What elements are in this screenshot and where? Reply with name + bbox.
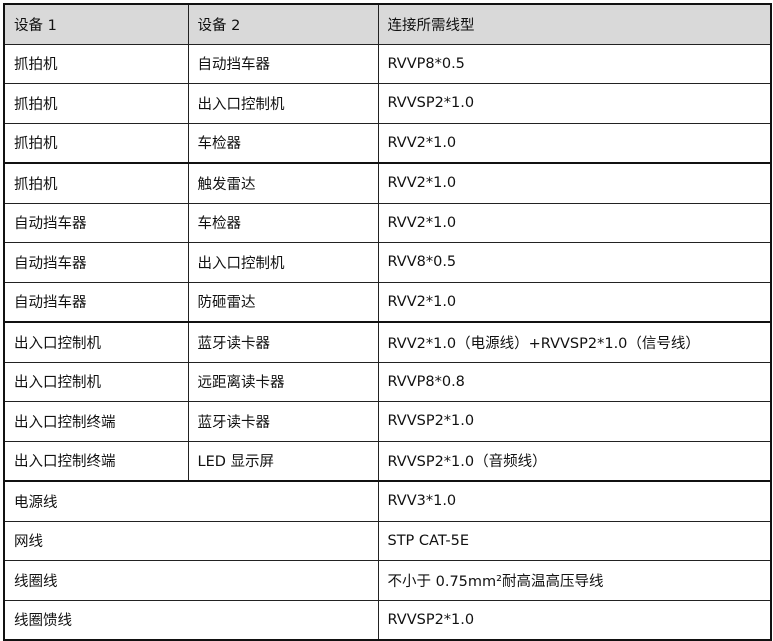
device-2-cell: 出入口控制机: [187, 242, 379, 283]
device-1-cell: 出入口控制机: [3, 361, 189, 402]
table-row: 线圈馈线 RVVSP2*1.0: [3, 599, 772, 641]
table-row: 电源线 RVV3*1.0: [3, 480, 772, 522]
cable-type-cell: RVVSP2*1.0: [377, 599, 772, 641]
device-1-cell: 自动挡车器: [3, 202, 189, 243]
cable-type-cell: RVV2*1.0: [377, 122, 772, 164]
device-2-cell: LED 显示屏: [187, 440, 379, 482]
cable-type-cell: RVVSP2*1.0（音频线）: [377, 440, 772, 482]
header-cable-type: 连接所需线型: [377, 3, 772, 45]
device-2-cell: 触发雷达: [187, 162, 379, 204]
table-row: 抓拍机 自动挡车器 RVVP8*0.5: [3, 43, 772, 84]
cable-name-cell: 网线: [3, 520, 379, 561]
cable-type-cell: RVVP8*0.5: [377, 43, 772, 84]
table-row: 出入口控制机 蓝牙读卡器 RVV2*1.0（电源线）+RVVSP2*1.0（信号线）: [3, 321, 772, 363]
table-row: 抓拍机 触发雷达 RVV2*1.0: [3, 162, 772, 204]
device-1-cell: 抓拍机: [3, 83, 189, 124]
table-row: 抓拍机 车检器 RVV2*1.0: [3, 122, 772, 164]
cable-name-cell: 电源线: [3, 480, 379, 522]
device-1-cell: 抓拍机: [3, 43, 189, 84]
device-2-cell: 车检器: [187, 122, 379, 164]
device-2-cell: 远距离读卡器: [187, 361, 379, 402]
device-2-cell: 防砸雷达: [187, 281, 379, 323]
device-1-cell: 自动挡车器: [3, 281, 189, 323]
header-device-1: 设备 1: [3, 3, 189, 45]
table-row: 网线 STP CAT-5E: [3, 520, 772, 561]
table-row: 出入口控制终端 蓝牙读卡器 RVVSP2*1.0: [3, 401, 772, 442]
table-row: 出入口控制机 远距离读卡器 RVVP8*0.8: [3, 361, 772, 402]
table-row: 抓拍机 出入口控制机 RVVSP2*1.0: [3, 83, 772, 124]
device-1-cell: 抓拍机: [3, 162, 189, 204]
device-2-cell: 车检器: [187, 202, 379, 243]
table-row: 自动挡车器 防砸雷达 RVV2*1.0: [3, 281, 772, 323]
cable-type-cell: RVV2*1.0（电源线）+RVVSP2*1.0（信号线）: [377, 321, 772, 363]
device-1-cell: 出入口控制机: [3, 321, 189, 363]
table-row: 线圈线 不小于 0.75mm²耐高温高压导线: [3, 560, 772, 601]
cable-type-cell: STP CAT-5E: [377, 520, 772, 561]
device-1-cell: 出入口控制终端: [3, 440, 189, 482]
device-2-cell: 蓝牙读卡器: [187, 401, 379, 442]
cable-type-cell: RVVSP2*1.0: [377, 401, 772, 442]
table-row: 自动挡车器 出入口控制机 RVV8*0.5: [3, 242, 772, 283]
table-row: 自动挡车器 车检器 RVV2*1.0: [3, 202, 772, 243]
cable-type-table: 设备 1 设备 2 连接所需线型 抓拍机 自动挡车器 RVVP8*0.5 抓拍机 出入口…: [3, 3, 772, 641]
device-2-cell: 自动挡车器: [187, 43, 379, 84]
cable-type-cell: RVV2*1.0: [377, 202, 772, 243]
device-1-cell: 抓拍机: [3, 122, 189, 164]
device-1-cell: 出入口控制终端: [3, 401, 189, 442]
header-row: 设备 1 设备 2 连接所需线型: [3, 3, 772, 45]
cable-type-cell: RVVSP2*1.0: [377, 83, 772, 124]
cable-type-cell: 不小于 0.75mm²耐高温高压导线: [377, 560, 772, 601]
cable-type-cell: RVVP8*0.8: [377, 361, 772, 402]
device-2-cell: 蓝牙读卡器: [187, 321, 379, 363]
cable-type-cell: RVV2*1.0: [377, 281, 772, 323]
cable-type-cell: RVV2*1.0: [377, 162, 772, 204]
header-device-2: 设备 2: [187, 3, 379, 45]
device-2-cell: 出入口控制机: [187, 83, 379, 124]
cable-name-cell: 线圈馈线: [3, 599, 379, 641]
cable-name-cell: 线圈线: [3, 560, 379, 601]
cable-type-cell: RVV3*1.0: [377, 480, 772, 522]
table-row: 出入口控制终端 LED 显示屏 RVVSP2*1.0（音频线）: [3, 440, 772, 482]
cable-type-cell: RVV8*0.5: [377, 242, 772, 283]
device-1-cell: 自动挡车器: [3, 242, 189, 283]
